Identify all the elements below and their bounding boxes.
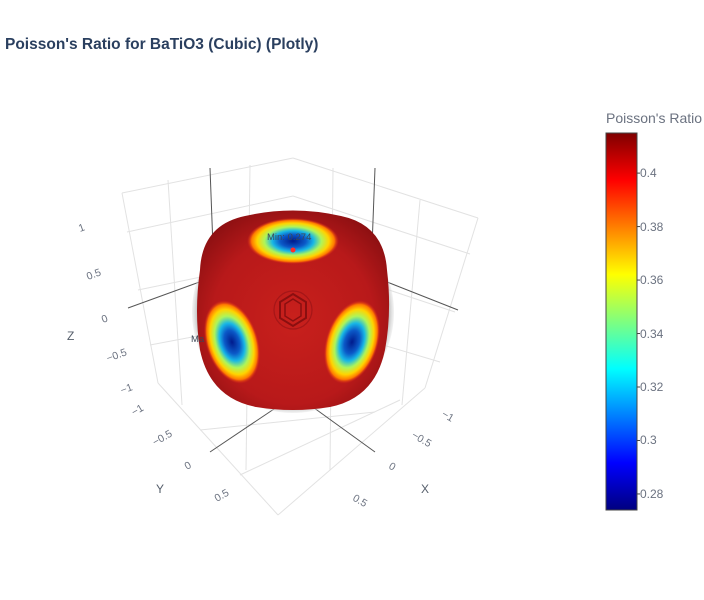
- colorbar-tick-label: 0.32: [640, 380, 664, 394]
- colorbar-tick-label: 0.28: [640, 486, 664, 501]
- y-tick: −1: [130, 402, 147, 418]
- x-tick: 0.5: [351, 492, 370, 510]
- z-tick: −0.5: [105, 346, 129, 364]
- x-axis: −1 −0.5 0 0.5 X: [351, 408, 457, 510]
- colorbar-tick-label: 0.34: [640, 326, 664, 341]
- z-tick: 1: [77, 221, 87, 234]
- colorbar-gradient: [605, 132, 638, 511]
- poisson-surface[interactable]: [192, 210, 394, 414]
- annotation-min: Min: 0.274: [267, 232, 311, 243]
- y-tick: −0.5: [151, 428, 175, 449]
- top-min-region: [247, 218, 339, 264]
- z-axis-title: Z: [67, 329, 74, 343]
- x-tick: −1: [440, 408, 457, 424]
- colorbar: [605, 132, 640, 511]
- y-axis: −1 −0.5 0 0.5 Y: [130, 402, 232, 504]
- colorbar-tick-label: 0.36: [640, 273, 664, 288]
- colorbar-tick-label: 0.3: [640, 433, 657, 448]
- min-marker: [290, 247, 296, 253]
- z-tick: −1: [119, 381, 135, 396]
- x-axis-title: X: [421, 482, 429, 496]
- colorbar-title: Poisson's Ratio: [606, 110, 703, 126]
- x-tick: 0: [387, 460, 398, 473]
- colorbar-tick-label: 0.4: [640, 166, 657, 181]
- chart-title: Poisson's Ratio for BaTiO3 (Cubic) (Plot…: [5, 36, 319, 53]
- colorbar-tick-label: 0.38: [640, 219, 664, 234]
- x-tick: −0.5: [410, 429, 434, 450]
- z-tick: 0: [100, 312, 110, 325]
- y-tick: 0: [183, 459, 194, 472]
- z-axis: 1 0.5 0 −0.5 −1 Z: [67, 221, 134, 396]
- y-tick: 0.5: [213, 487, 232, 505]
- z-tick: 0.5: [85, 266, 103, 282]
- max-point-marker: [273, 290, 313, 330]
- right-min-region: [323, 300, 381, 384]
- y-axis-title: Y: [156, 482, 164, 496]
- annotation-max: Ma: [191, 334, 205, 345]
- left-min-region: [203, 300, 261, 384]
- colorbar-tick-marks: [637, 172, 640, 495]
